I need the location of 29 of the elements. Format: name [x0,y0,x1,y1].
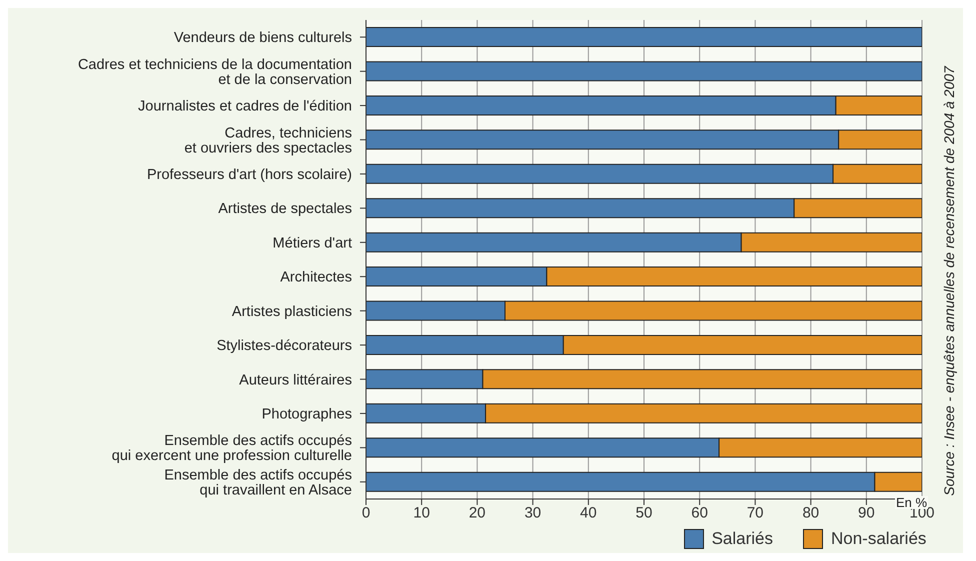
y-tick-label: Auteurs littéraires [239,372,352,388]
x-tick-label: 0 [362,504,370,522]
y-tick-label: Architectes [280,270,352,286]
y-tick-label: Métiers d'art [272,235,352,252]
x-tick-label: 20 [468,504,486,522]
legend-label: Non-salariés [830,529,926,549]
x-tick-label: 10 [413,504,430,522]
x-tick-label: 40 [580,504,597,522]
y-tick-label: Ensemble des actifs occupés qui exercent une profession culturelle [112,433,352,464]
x-tick-label: 70 [746,504,764,522]
x-tick-label: 30 [524,504,542,522]
x-tick-label: 50 [636,504,652,522]
y-tick-label: Artistes de spectales [218,201,352,218]
bar [366,61,922,82]
x-tick-label: 90 [858,504,875,522]
y-tick-label: Professeurs d'art (hors scolaire) [146,166,352,183]
legend-label: Salariés [710,529,773,549]
y-tick-label: Photographes [262,406,352,422]
bar [366,27,922,48]
y-tick-label: Vendeurs de biens culturels [174,30,352,46]
y-tick-label: Ensemble des actifs occupés qui travaillent en Alsace [164,467,352,498]
x-tick-label: 80 [802,504,820,522]
y-tick-label: Cadres et techniciens de la documentation et de la conservation [78,56,352,88]
y-tick-label: Journalistes et cadres de l'édition [138,98,352,115]
x-tick-label: 60 [691,504,708,522]
y-tick-label: Artistes plasticiens [232,304,352,320]
y-tick-label: Cadres, techniciens et ouvriers des spectacles [184,125,352,156]
source-note: Source : Insee - enquêtes annuelles de recensement de 2004 à 2007 [941,64,957,498]
y-tick-label: Stylistes-décorateurs [216,338,352,354]
